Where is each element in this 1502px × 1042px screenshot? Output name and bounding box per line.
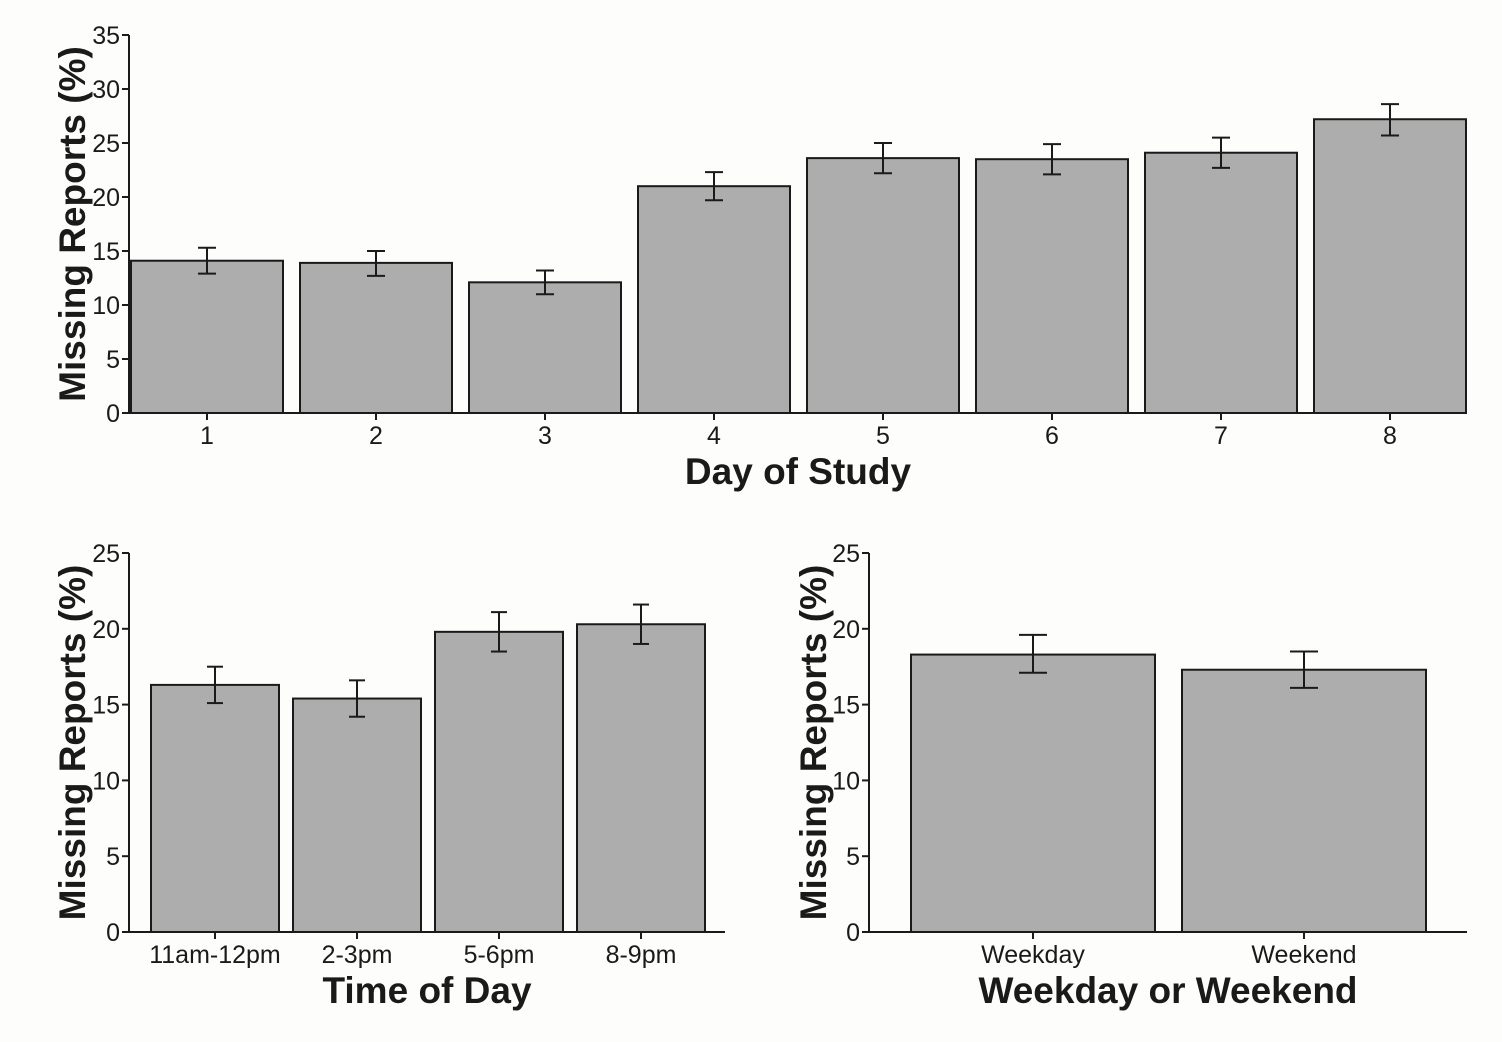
error-bar-day-7 bbox=[1212, 136, 1230, 169]
error-bar-time-4 bbox=[633, 603, 649, 645]
y-tick-label: 20 bbox=[92, 616, 120, 644]
error-bar-day-5 bbox=[874, 142, 892, 175]
bar-weekday-2 bbox=[1181, 668, 1427, 933]
bar-time-3 bbox=[434, 630, 564, 933]
x-tick-label: 3 bbox=[538, 422, 552, 450]
y-tick-label: 25 bbox=[92, 540, 120, 568]
x-tick-label: 8-9pm bbox=[606, 941, 677, 969]
y-tick-label: 5 bbox=[106, 346, 120, 374]
y-tick-label: 15 bbox=[92, 238, 120, 266]
y-axis-title: Missing Reports (%) bbox=[793, 565, 834, 921]
y-tick-label: 5 bbox=[846, 843, 860, 871]
error-bar-time-3 bbox=[491, 611, 507, 653]
bar-day-4 bbox=[637, 185, 791, 414]
bar-day-5 bbox=[806, 157, 960, 414]
x-tick-label: Weekend bbox=[1251, 941, 1356, 969]
x-tick-label: 5-6pm bbox=[464, 941, 535, 969]
x-axis-title: Time of Day bbox=[322, 970, 531, 1011]
x-tick-label: 1 bbox=[200, 422, 214, 450]
error-bar-time-1 bbox=[207, 665, 223, 705]
y-tick-label: 25 bbox=[92, 130, 120, 158]
error-bar-weekday-1 bbox=[1019, 633, 1047, 674]
x-tick-label: 6 bbox=[1045, 422, 1059, 450]
error-bar-time-2 bbox=[349, 679, 365, 718]
bar-time-2 bbox=[292, 697, 422, 934]
error-bar-weekday-2 bbox=[1290, 650, 1318, 689]
chart-weekday: Weekday Weekend 0 5 10 15 20 25 Weekday or Weeke… bbox=[793, 540, 1467, 1011]
error-bar-day-8 bbox=[1381, 103, 1399, 137]
x-tick-label: 11am-12pm bbox=[149, 941, 281, 969]
x-tick-label: 2-3pm bbox=[322, 941, 393, 969]
y-tick-label: 25 bbox=[832, 540, 860, 568]
chart-day: 1 2 3 4 5 6 7 8 0 5 10 15 20 25 30 35 Day of Study Missin… bbox=[52, 22, 1467, 492]
axes-day bbox=[128, 35, 1467, 414]
error-bar-day-2 bbox=[367, 250, 385, 277]
error-bar-day-4 bbox=[705, 171, 723, 202]
y-tick-label: 0 bbox=[106, 919, 120, 947]
y-tick-label: 20 bbox=[92, 184, 120, 212]
chart-time: 11am-12pm 2-3pm 5-6pm 8-9pm 0 5 10 15 20 25 Time o… bbox=[52, 540, 725, 1011]
bar-time-4 bbox=[576, 623, 706, 933]
x-tick-label: 8 bbox=[1383, 422, 1397, 450]
y-tick-label: 0 bbox=[846, 919, 860, 947]
y-tick-label: 10 bbox=[832, 767, 860, 795]
bar-day-7 bbox=[1144, 151, 1298, 414]
x-tick-label: 4 bbox=[707, 422, 721, 450]
bar-day-6 bbox=[975, 158, 1129, 414]
x-tick-label: Weekday bbox=[981, 941, 1085, 969]
error-bar-day-1 bbox=[198, 246, 216, 275]
axes-weekday bbox=[868, 553, 1467, 933]
y-axis-title: Missing Reports (%) bbox=[52, 565, 93, 921]
y-tick-label: 30 bbox=[92, 76, 120, 104]
y-axis-title: Missing Reports (%) bbox=[52, 46, 93, 402]
bar-day-2 bbox=[299, 261, 453, 414]
bar-day-1 bbox=[130, 259, 284, 414]
axes-time bbox=[128, 553, 725, 933]
y-tick-label: 10 bbox=[92, 292, 120, 320]
bar-weekday-1 bbox=[910, 653, 1156, 934]
x-tick-label: 2 bbox=[369, 422, 383, 450]
y-tick-label: 0 bbox=[106, 400, 120, 428]
y-tick-label: 5 bbox=[106, 843, 120, 871]
error-bar-day-3 bbox=[536, 269, 554, 296]
error-bar-day-6 bbox=[1043, 143, 1061, 176]
x-tick-label: 7 bbox=[1214, 422, 1228, 450]
y-tick-label: 20 bbox=[832, 616, 860, 644]
bar-day-8 bbox=[1313, 118, 1467, 415]
x-tick-label: 5 bbox=[876, 422, 890, 450]
bar-day-3 bbox=[468, 281, 622, 414]
y-tick-label: 15 bbox=[92, 692, 120, 720]
bar-time-1 bbox=[150, 683, 280, 934]
x-axis-title: Day of Study bbox=[685, 451, 912, 492]
x-axis-title: Weekday or Weekend bbox=[978, 970, 1357, 1011]
y-tick-label: 35 bbox=[92, 22, 120, 50]
y-tick-label: 15 bbox=[832, 692, 860, 720]
y-tick-label: 10 bbox=[92, 767, 120, 795]
